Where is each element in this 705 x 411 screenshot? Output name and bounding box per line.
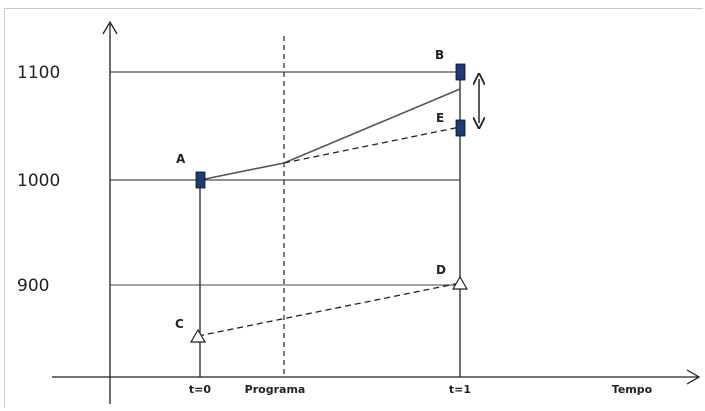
point-b-label: B xyxy=(435,48,444,62)
point-e-marker xyxy=(455,119,466,137)
point-a-label: A xyxy=(176,152,186,166)
y-tick-1100: 1100 xyxy=(17,63,60,83)
point-c-marker xyxy=(189,328,207,343)
point-d-marker xyxy=(451,275,469,290)
point-e-label: E xyxy=(436,111,444,125)
solid-path-a xyxy=(199,88,461,181)
point-b-marker xyxy=(455,63,466,81)
x-tick-t1: t=1 xyxy=(449,383,471,396)
dashed-path-cd xyxy=(197,282,461,337)
x-axis-arrowhead xyxy=(686,369,701,385)
point-c-label: C xyxy=(175,317,184,331)
dashed-path-e xyxy=(283,126,461,164)
y-tick-1000: 1000 xyxy=(17,171,60,191)
y-tick-900: 900 xyxy=(17,276,49,296)
x-axis-label: Tempo xyxy=(612,383,653,396)
point-d-label: D xyxy=(436,263,446,277)
y-axis-arrowhead xyxy=(102,20,118,35)
x-tick-programa: Programa xyxy=(245,383,306,396)
figure-frame xyxy=(4,8,703,408)
x-tick-t0: t=0 xyxy=(189,383,211,396)
point-a-marker xyxy=(195,171,206,189)
